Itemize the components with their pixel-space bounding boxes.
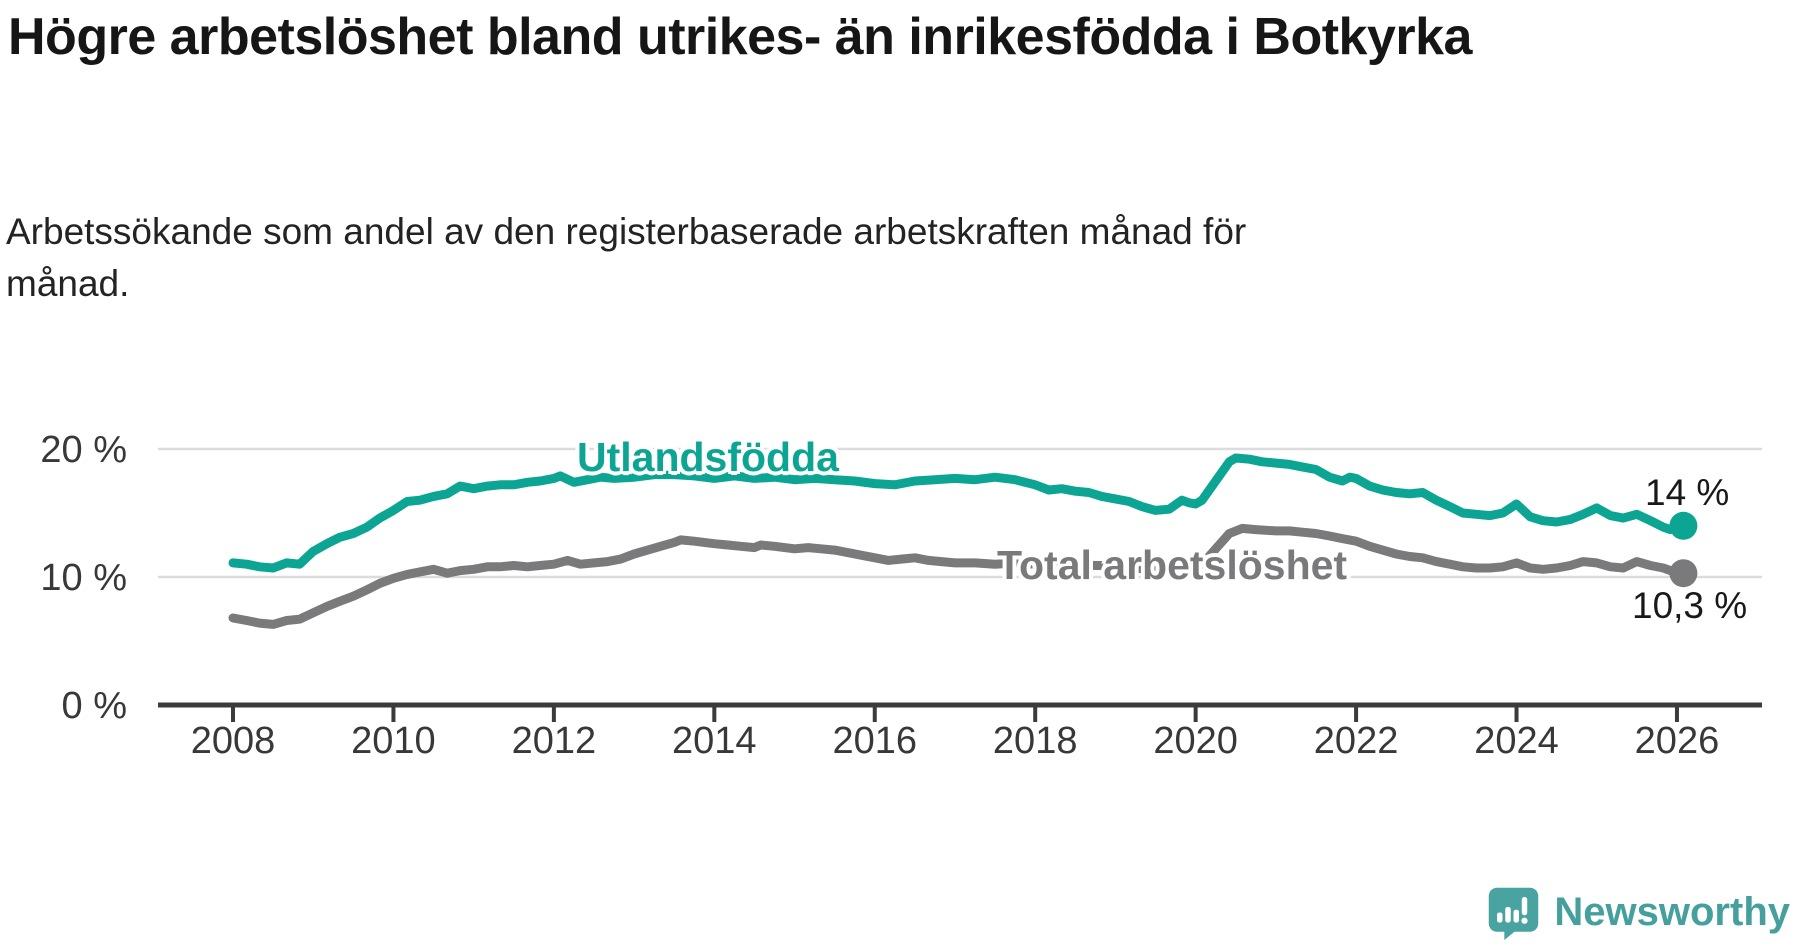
series-end-dot-total (1669, 559, 1698, 588)
x-tick-label: 2012 (512, 720, 597, 762)
x-tick-label: 2010 (351, 720, 436, 762)
brand-name: Newsworthy (1554, 890, 1790, 934)
series-label-utlandsfodda: Utlandsfödda (577, 434, 839, 480)
y-tick-label: 10 % (40, 557, 127, 599)
x-tick-label: 2016 (832, 720, 917, 762)
x-tick-label: 2018 (993, 720, 1078, 762)
chart-title: Högre arbetslöshet bland utrikes- än inr… (8, 8, 1472, 66)
x-tick-label: 2014 (672, 720, 757, 762)
x-tick-label: 2026 (1635, 720, 1720, 762)
chart-subtitle: Arbetssökande som andel av den registerb… (6, 211, 1247, 304)
end-value-label-total: 10,3 % (1632, 585, 1748, 626)
series-line-utlandsfodda (228, 453, 1688, 573)
series-end-dot-utlandsfodda (1669, 511, 1698, 540)
x-tick-label: 2020 (1153, 720, 1238, 762)
y-tick-label: 0 % (62, 685, 127, 727)
x-tick-label: 2022 (1314, 720, 1399, 762)
series-label-total-arbetsloshet: Total arbetslöshet (997, 542, 1348, 588)
end-value-label-utlandsfodda: 14 % (1645, 472, 1730, 513)
x-tick-label: 2024 (1474, 720, 1559, 762)
x-tick-label: 2008 (191, 720, 276, 762)
series-line-total (228, 523, 1688, 629)
brand-footer: Newsworthy (1486, 885, 1790, 940)
y-tick-label: 20 % (40, 429, 127, 471)
newsworthy-logo-icon (1489, 887, 1539, 940)
